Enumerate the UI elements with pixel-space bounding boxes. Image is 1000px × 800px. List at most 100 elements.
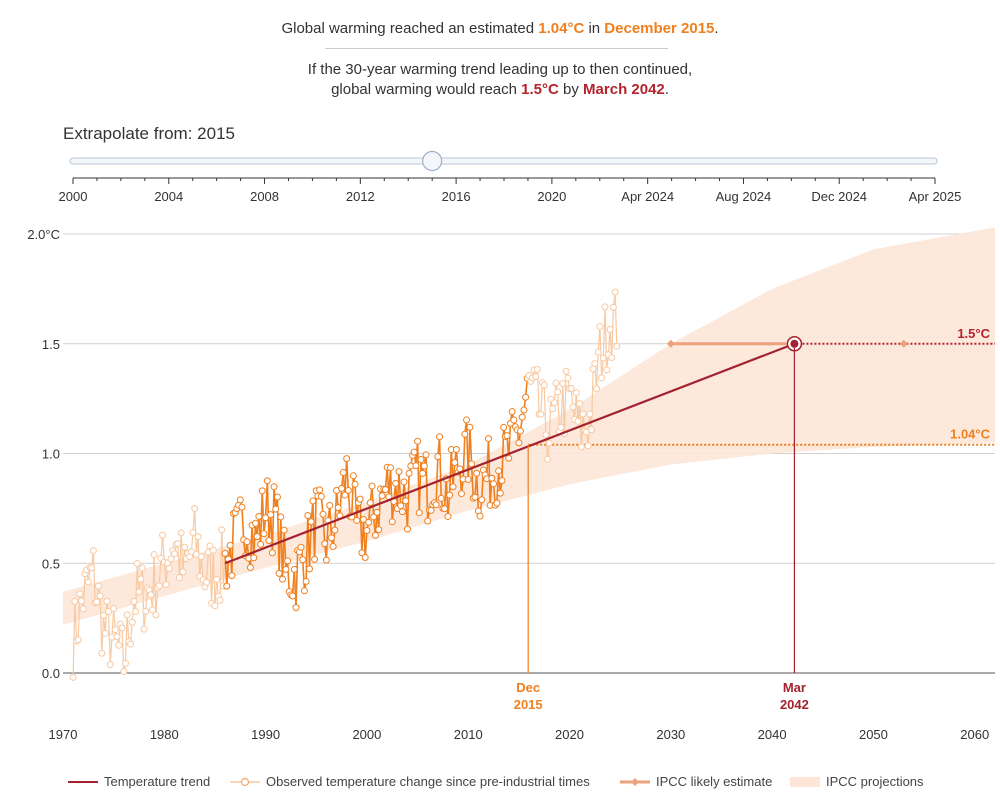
observed-point bbox=[260, 530, 268, 538]
observed-point bbox=[204, 548, 212, 556]
observed-point bbox=[150, 551, 158, 559]
observed-point bbox=[402, 497, 410, 505]
observed-point bbox=[471, 493, 479, 501]
observed-point bbox=[437, 494, 445, 502]
headline-text: global warming would reach bbox=[331, 81, 522, 98]
slider-tick-label: 2016 bbox=[442, 189, 471, 204]
observed-segment bbox=[421, 465, 426, 474]
observed-point bbox=[289, 592, 297, 600]
observed-segment bbox=[153, 554, 157, 615]
observed-segment bbox=[371, 486, 375, 518]
observed-point bbox=[398, 508, 406, 516]
observed-segment bbox=[565, 371, 569, 379]
observed-point bbox=[267, 511, 275, 519]
slider-tick-label: 2000 bbox=[59, 189, 88, 204]
slider-track[interactable] bbox=[69, 157, 938, 165]
headline-text: If the 30-year warming trend leading up … bbox=[307, 61, 693, 78]
observed-segment bbox=[590, 368, 594, 430]
observed-segment bbox=[494, 502, 498, 506]
observed-segment bbox=[438, 436, 443, 499]
observed-segment bbox=[251, 525, 255, 558]
observed-point bbox=[258, 487, 266, 495]
observed-segment bbox=[301, 559, 306, 591]
observed-point bbox=[392, 479, 400, 487]
observed-segment bbox=[168, 558, 172, 569]
observed-point bbox=[599, 354, 607, 362]
observed-point bbox=[434, 453, 442, 461]
observed-segment bbox=[190, 532, 194, 552]
observed-segment bbox=[126, 614, 130, 642]
observed-point bbox=[537, 410, 545, 418]
observed-segment bbox=[352, 475, 356, 485]
observed-point bbox=[71, 597, 79, 605]
observed-segment bbox=[312, 500, 316, 560]
observed-segment bbox=[264, 480, 269, 518]
observed-segment bbox=[491, 478, 495, 485]
observed-segment bbox=[509, 411, 513, 424]
observed-segment bbox=[349, 515, 353, 518]
observed-segment bbox=[391, 501, 395, 522]
observed-point bbox=[540, 381, 548, 389]
observed-point bbox=[192, 550, 200, 558]
observed-point bbox=[246, 564, 254, 572]
observed-segment bbox=[355, 502, 360, 521]
observed-segment bbox=[286, 560, 291, 592]
observed-point bbox=[194, 533, 202, 541]
observed-segment bbox=[548, 399, 552, 444]
observed-point bbox=[385, 493, 393, 501]
observed-point bbox=[98, 649, 106, 657]
observed-point bbox=[196, 572, 204, 580]
observed-segment bbox=[465, 419, 470, 480]
observed-segment bbox=[308, 521, 312, 569]
observed-point bbox=[219, 582, 227, 590]
observed-segment bbox=[455, 449, 459, 473]
observed-point bbox=[78, 597, 86, 605]
observed-segment bbox=[315, 490, 319, 497]
slider-handle[interactable] bbox=[422, 150, 443, 172]
observed-segment bbox=[177, 543, 181, 578]
observed-segment bbox=[372, 516, 377, 536]
observed-point bbox=[108, 633, 116, 641]
observed-point bbox=[523, 374, 531, 382]
headline-text: in bbox=[584, 20, 605, 37]
year-slider[interactable]: 2000 2004 2008 2012 2016 2020 Apr 2024 Aug 2024… bbox=[0, 0, 1000, 215]
observed-point bbox=[468, 460, 476, 468]
observed-segment bbox=[606, 354, 609, 371]
legend-observed-swatch bbox=[230, 777, 260, 786]
observed-segment bbox=[178, 532, 182, 578]
observed-point bbox=[555, 427, 563, 435]
observed-segment bbox=[384, 467, 388, 490]
observed-segment bbox=[399, 505, 404, 512]
observed-segment bbox=[374, 512, 378, 536]
observed-segment bbox=[330, 537, 334, 547]
observed-point bbox=[469, 494, 477, 502]
observed-segment bbox=[163, 562, 167, 585]
observed-point bbox=[248, 521, 256, 529]
observed-segment bbox=[398, 471, 402, 506]
observed-segment bbox=[202, 579, 206, 588]
observed-point bbox=[560, 430, 568, 438]
observed-segment bbox=[291, 569, 296, 596]
observed-point bbox=[559, 380, 567, 388]
observed-segment bbox=[79, 593, 83, 602]
observed-point bbox=[390, 497, 398, 505]
observed-point bbox=[490, 480, 498, 488]
observed-segment bbox=[274, 496, 279, 510]
observed-point bbox=[464, 475, 472, 483]
observed-segment bbox=[170, 550, 174, 559]
observed-segment bbox=[102, 615, 106, 634]
observed-segment bbox=[475, 473, 480, 512]
marker-label: Dec bbox=[516, 680, 540, 695]
observed-segment bbox=[487, 438, 491, 506]
observed-point bbox=[208, 599, 216, 607]
observed-point bbox=[306, 565, 314, 573]
observed-point bbox=[354, 499, 362, 507]
observed-segment bbox=[266, 480, 270, 541]
observed-segment bbox=[229, 545, 233, 576]
observed-point bbox=[567, 384, 575, 392]
observed-point bbox=[140, 625, 148, 633]
observed-segment bbox=[244, 541, 248, 556]
observed-segment bbox=[146, 587, 150, 591]
observed-segment bbox=[359, 499, 363, 553]
observed-segment bbox=[499, 480, 503, 494]
